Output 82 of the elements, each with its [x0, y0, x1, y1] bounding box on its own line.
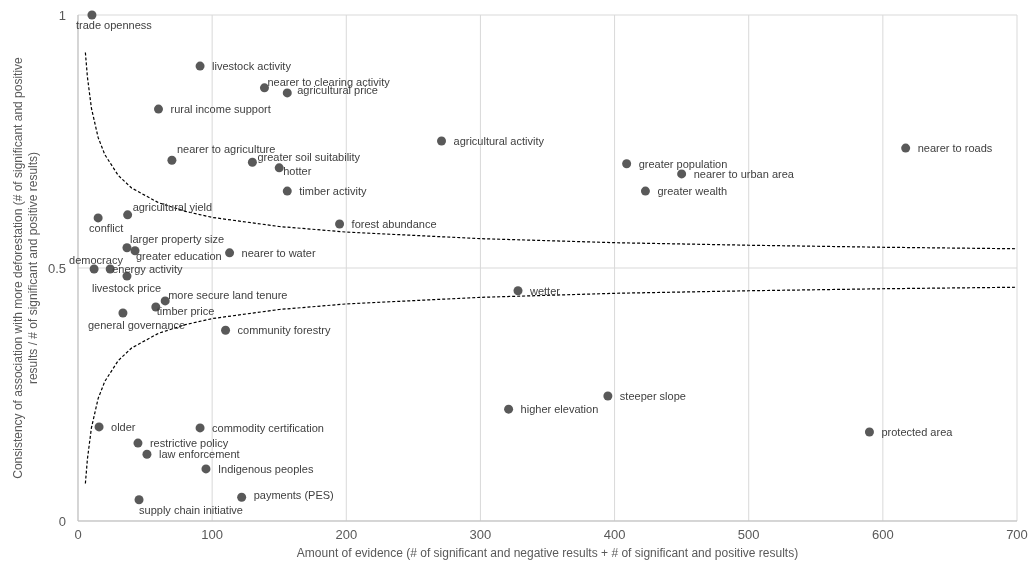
- x-tick-label: 700: [1006, 527, 1028, 542]
- annotation: hotter: [283, 164, 312, 177]
- annotation: nearer to urban area: [693, 167, 795, 180]
- point: [513, 286, 523, 296]
- point: [622, 159, 632, 169]
- point: [167, 155, 177, 165]
- x-tick-label: 600: [872, 527, 894, 542]
- annotation: older: [111, 420, 136, 433]
- annotation: trade openness: [75, 19, 153, 31]
- annotation: wetter: [528, 284, 561, 297]
- point: [259, 83, 269, 93]
- point: [221, 325, 231, 335]
- x-axis-title: Amount of evidence (# of significant and negative results + # of significant and positive results): [296, 546, 799, 560]
- point: [160, 296, 170, 306]
- annotation: steeper slope: [619, 390, 686, 403]
- y-tick-label: 1: [58, 8, 66, 23]
- point: [901, 143, 911, 153]
- y-tick-label: 0: [58, 514, 66, 529]
- point: [603, 391, 613, 401]
- annotation: greater education: [136, 249, 222, 262]
- point: [247, 157, 257, 167]
- annotation: nearer to agriculture: [176, 143, 276, 156]
- annotation: nearer to clearing activity: [267, 75, 391, 88]
- y-tick-label: 0.5: [47, 261, 66, 276]
- annotation: general governance: [87, 319, 186, 332]
- point: [153, 104, 163, 114]
- annotation: timber activity: [299, 185, 367, 198]
- x-tick-label: 100: [201, 527, 223, 542]
- annotation: democracy: [69, 254, 124, 267]
- point: [237, 492, 247, 502]
- annotation: larger property size: [129, 232, 225, 245]
- x-tick-label: 200: [335, 527, 358, 542]
- annotation: payments (PES): [253, 489, 334, 502]
- y-axis-title: Consistency of association with more deforestation (# of significant and positive results / # of significant and positive results): [11, 56, 40, 479]
- point: [94, 422, 104, 432]
- annotation: higher elevation: [520, 403, 599, 416]
- annotation: forest abundance: [351, 217, 437, 230]
- x-tick-label: 400: [603, 527, 626, 542]
- point: [335, 219, 345, 229]
- point: [282, 186, 292, 196]
- annotation: law enforcement: [158, 448, 240, 461]
- point: [437, 136, 447, 146]
- point: [504, 404, 514, 414]
- point: [225, 248, 235, 258]
- point: [134, 495, 144, 505]
- annotation: livestock activity: [212, 60, 292, 73]
- point: [201, 464, 211, 474]
- line-series: [84, 286, 1018, 485]
- point: [864, 427, 874, 437]
- point: [133, 438, 143, 448]
- point: [122, 243, 132, 253]
- annotation: rural income support: [170, 103, 271, 116]
- x-tick-label: 0: [74, 527, 82, 542]
- x-tick-label: 300: [469, 527, 492, 542]
- annotation: protected area: [881, 425, 954, 438]
- annotation: more secure land tenure: [168, 288, 288, 301]
- point: [677, 169, 687, 179]
- annotation: supply chain initiative: [139, 503, 243, 516]
- point: [195, 61, 205, 71]
- point: [274, 163, 284, 173]
- point: [123, 210, 133, 220]
- annotation: timber price: [156, 304, 215, 317]
- x-tick-label: 500: [737, 527, 760, 542]
- annotation: livestock price: [91, 282, 162, 295]
- annotation: nearer to roads: [917, 142, 993, 155]
- point: [640, 186, 650, 196]
- annotation: community forestry: [237, 324, 331, 337]
- point: [142, 449, 152, 459]
- annotation: nearer to water: [241, 246, 316, 259]
- annotation: greater wealth: [657, 185, 728, 198]
- point: [282, 88, 292, 98]
- point: [118, 308, 128, 318]
- annotation: agricultural activity: [453, 134, 545, 147]
- annotation: commodity certification: [212, 421, 324, 434]
- annotation: Indigenous peoples: [217, 462, 314, 475]
- point: [195, 423, 205, 433]
- annotation: greater population: [638, 157, 728, 170]
- annotation: conflict: [89, 221, 124, 234]
- point: [93, 213, 103, 223]
- line-series: [84, 51, 1018, 250]
- annotation: restrictive policy: [149, 437, 229, 450]
- point: [87, 10, 97, 20]
